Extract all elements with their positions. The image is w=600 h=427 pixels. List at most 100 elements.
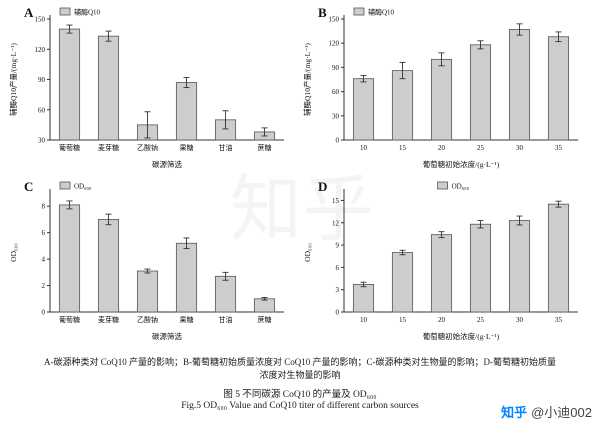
x-tick-label: 葡萄糖 <box>59 315 80 324</box>
x-tick-label: 20 <box>438 144 446 152</box>
bar <box>97 35 120 141</box>
x-axis-title: 碳源筛选 <box>152 159 182 169</box>
y-axis-title: OD₆₀₀ <box>303 243 312 262</box>
x-tick-label: 25 <box>477 316 485 324</box>
x-tick-label: 果糖 <box>180 315 194 324</box>
y-tick-label: 12 <box>332 219 340 227</box>
bar <box>508 220 531 313</box>
panel-letter: A <box>24 5 34 20</box>
y-tick-label: 0 <box>336 137 340 145</box>
x-tick-label: 10 <box>360 316 368 324</box>
chart-panel-c: C 0 2 4 6 8 葡萄糖 麦芽糖 乙酸钠 果糖 甘油 蔗糖 碳源筛选 OD₆₀₀ OD₆₀₀ <box>3 178 297 350</box>
x-tick-label: 30 <box>516 316 524 324</box>
legend-swatch <box>353 7 365 16</box>
caption-line-2: 浓度对生物量的影响 <box>259 370 341 381</box>
x-tick-label: 乙酸钠 <box>137 143 158 152</box>
x-tick-label: 甘油 <box>219 143 233 152</box>
x-tick-label: 果糖 <box>180 143 194 152</box>
x-tick-label: 蔗糖 <box>258 315 272 324</box>
y-axis-title: 辅酶Q10产量/(mg·L⁻¹) <box>8 43 18 116</box>
x-tick-label: 乙酸钠 <box>137 315 158 324</box>
x-axis-title: 葡萄糖初始浓度/(g·L⁻¹) <box>423 159 500 169</box>
y-tick-label: 6 <box>336 264 340 272</box>
x-tick-label: 甘油 <box>219 315 233 324</box>
author-name: @小迪002 <box>531 405 592 420</box>
x-tick-label: 35 <box>555 316 563 324</box>
y-tick-label: 150 <box>35 16 46 24</box>
bar <box>58 204 81 313</box>
bar <box>391 252 414 313</box>
bar <box>391 70 414 141</box>
bar <box>253 298 276 313</box>
y-axis-title: OD₆₀₀ <box>9 243 18 262</box>
x-tick-label: 麦芽糖 <box>98 143 119 152</box>
legend-label: 辅酶Q10 <box>74 8 101 17</box>
y-tick-label: 90 <box>332 64 340 72</box>
chart-svg-D: D 0 3 6 9 12 15 10 15 20 25 30 35 葡萄糖初始浓度/(g·L⁻¹) OD₆₀… <box>303 179 578 341</box>
bar <box>469 223 492 313</box>
panel-letter: C <box>24 179 33 194</box>
panel-letter: D <box>318 179 327 194</box>
bar <box>547 36 570 141</box>
legend-label: OD₆₀₀ <box>452 183 470 191</box>
y-tick-label: 30 <box>332 112 340 120</box>
y-tick-label: 4 <box>42 256 46 264</box>
bar <box>136 270 159 313</box>
bar <box>97 219 120 313</box>
bar <box>547 203 570 313</box>
bar <box>469 44 492 141</box>
y-tick-label: 3 <box>336 286 340 294</box>
panel-letter: B <box>318 5 327 20</box>
figure-title-cn: 图 5 不同碳源 CoQ10 的产量及 OD₆₀₀ <box>223 390 377 401</box>
y-tick-label: 60 <box>38 106 46 114</box>
bar <box>352 78 375 141</box>
y-tick-label: 15 <box>332 197 340 205</box>
legend-swatch <box>59 7 71 16</box>
x-tick-label: 蔗糖 <box>258 143 272 152</box>
bar <box>175 82 198 141</box>
y-tick-label: 0 <box>42 309 46 317</box>
chart-panel-d: D 0 3 6 9 12 15 10 15 20 25 30 35 葡萄糖初始浓度/(g·L⁻¹) OD₆₀… <box>297 178 591 350</box>
x-tick-label: 葡萄糖 <box>59 143 80 152</box>
y-tick-label: 8 <box>42 203 46 211</box>
y-axis-title: 辅酶Q10产量/(mg·L⁻¹) <box>302 43 312 116</box>
bar <box>175 242 198 313</box>
x-tick-label: 10 <box>360 144 368 152</box>
chart-svg-B: B 0 30 60 90 120 150 10 15 20 25 30 35 葡萄糖初始浓度/(g·L⁻¹… <box>302 5 578 169</box>
y-tick-label: 0 <box>336 309 340 317</box>
y-tick-label: 6 <box>42 229 46 237</box>
caption-block: A-碳源种类对 CoQ10 产量的影响；B-葡萄糖初始质量浓度对 CoQ10 产… <box>0 356 600 411</box>
x-tick-label: 30 <box>516 144 524 152</box>
bar <box>508 29 531 141</box>
chart-panel-a: A 30 60 90 120 150 葡萄糖 麦芽糖 乙酸钠 果糖 甘油 蔗糖 碳源筛选 辅酶Q10产量/… <box>3 4 297 178</box>
bar <box>352 284 375 313</box>
y-tick-label: 90 <box>38 76 46 84</box>
x-tick-label: 15 <box>399 144 407 152</box>
y-tick-label: 120 <box>329 40 340 48</box>
legend-label: 辅酶Q10 <box>368 8 395 17</box>
author-watermark: 知乎 @小迪002 <box>501 402 592 421</box>
legend-label: OD₆₀₀ <box>74 183 92 191</box>
chart-grid: A 30 60 90 120 150 葡萄糖 麦芽糖 乙酸钠 果糖 甘油 蔗糖 碳源筛选 辅酶Q10产量/… <box>3 4 591 350</box>
x-tick-label: 25 <box>477 144 485 152</box>
legend-swatch <box>437 181 449 190</box>
chart-panel-b: B 0 30 60 90 120 150 10 15 20 25 30 35 葡萄糖初始浓度/(g·L⁻¹… <box>297 4 591 178</box>
zhihu-logo: 知乎 <box>501 405 528 420</box>
bar <box>430 58 453 141</box>
bar <box>430 234 453 313</box>
y-tick-label: 150 <box>329 16 340 24</box>
bar <box>214 275 237 313</box>
y-tick-label: 60 <box>332 88 340 96</box>
x-axis-title: 葡萄糖初始浓度/(g·L⁻¹) <box>423 331 500 341</box>
x-tick-label: 麦芽糖 <box>98 315 119 324</box>
x-axis-title: 碳源筛选 <box>152 331 182 341</box>
x-tick-label: 15 <box>399 316 407 324</box>
caption-line-1: A-碳源种类对 CoQ10 产量的影响；B-葡萄糖初始质量浓度对 CoQ10 产… <box>43 357 556 367</box>
bar <box>58 28 81 141</box>
y-tick-label: 9 <box>336 242 340 250</box>
legend-swatch <box>59 181 71 190</box>
x-tick-label: 35 <box>555 144 563 152</box>
